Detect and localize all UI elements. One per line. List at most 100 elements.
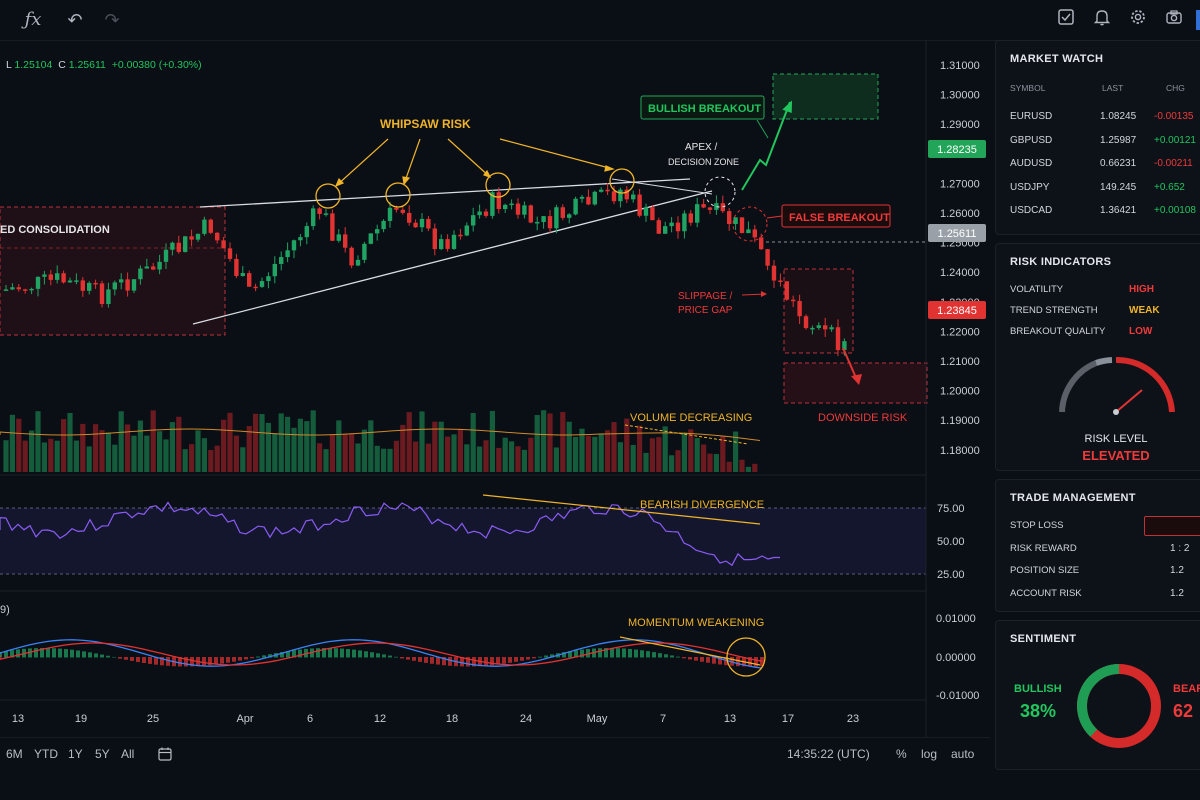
macd-bar: [736, 657, 740, 667]
date-tick: 24: [520, 713, 532, 725]
macd-bar: [268, 654, 272, 658]
rsi-line: [0, 501, 780, 567]
mw-symbol[interactable]: GBPUSD: [1010, 134, 1053, 146]
candle: [490, 189, 495, 219]
profile-tab[interactable]: [1196, 10, 1200, 30]
volume-bar: [720, 435, 726, 472]
candle: [259, 277, 265, 288]
macd-bar: [292, 650, 296, 658]
undo-icon[interactable]: ↶: [67, 10, 83, 30]
mw-symbol[interactable]: USDJPY: [1010, 181, 1050, 193]
candle: [471, 207, 476, 232]
gear-icon[interactable]: [1126, 8, 1150, 32]
volume-bar: [86, 446, 92, 472]
candle: [323, 209, 329, 217]
volume-bar: [355, 443, 361, 472]
downside-zone: [783, 362, 928, 404]
candle: [707, 206, 713, 215]
date-tick: 23: [847, 713, 859, 725]
candle: [624, 186, 629, 204]
date-tick: 17: [782, 713, 794, 725]
mw-symbol[interactable]: AUDUSD: [1010, 158, 1053, 169]
volume-bar: [534, 415, 540, 472]
candle: [272, 256, 277, 284]
volume-bar: [387, 448, 393, 472]
candle: [586, 189, 591, 206]
macd-bar: [286, 651, 290, 658]
tf-ytd[interactable]: YTD: [34, 747, 58, 761]
candle: [426, 216, 431, 232]
checklist-icon[interactable]: [1054, 8, 1078, 32]
macd-bar: [670, 655, 674, 658]
volume-bar: [265, 422, 271, 472]
volume-bar: [425, 443, 431, 472]
price-chart[interactable]: ED CONSOLIDATION WHIPSAW RISK BULLISH B: [0, 40, 990, 770]
tf-1y[interactable]: 1Y: [68, 747, 83, 761]
macd-bar: [424, 657, 428, 663]
clock: 14:35:22 (UTC): [787, 747, 870, 761]
mw-chg: +0.00108: [1154, 205, 1196, 216]
camera-icon[interactable]: [1162, 8, 1186, 32]
percent-toggle[interactable]: %: [896, 747, 907, 761]
auto-toggle[interactable]: auto: [951, 747, 975, 761]
log-toggle[interactable]: log: [921, 747, 938, 761]
mw-symbol[interactable]: EURUSD: [1010, 111, 1053, 122]
macd-bar: [178, 657, 182, 667]
mw-symbol[interactable]: USDCAD: [1010, 205, 1053, 216]
volume-bar: [528, 437, 534, 472]
volume-bar: [393, 440, 399, 472]
macd-bar: [280, 652, 284, 658]
candle: [23, 288, 28, 294]
macd-bar: [682, 657, 686, 659]
price-tick: 1.31000: [940, 60, 980, 72]
rsi-panel: [0, 508, 926, 574]
candle: [189, 229, 194, 247]
candle: [266, 272, 271, 289]
macd-bar: [352, 649, 356, 658]
tf-5y[interactable]: 5Y: [95, 747, 110, 761]
candle: [503, 203, 508, 213]
stop-loss-input[interactable]: [1144, 516, 1200, 536]
candle: [240, 266, 245, 277]
macd-bar: [112, 656, 116, 658]
volume-bar: [361, 429, 367, 472]
candle: [528, 204, 533, 224]
bell-icon[interactable]: [1090, 8, 1114, 32]
macd-bar: [82, 651, 86, 658]
macd-bar: [760, 657, 764, 667]
risk-label: BREAKOUT QUALITY: [1010, 326, 1106, 337]
trade-value: 1 : 2: [1170, 542, 1190, 554]
market-watch-panel: MARKET WATCH SYMBOL LAST CHG EURUSD 1.082…: [995, 40, 1200, 235]
tf-6m[interactable]: 6M: [6, 747, 23, 761]
volume-bar: [272, 433, 278, 472]
chart-area[interactable]: ED CONSOLIDATION WHIPSAW RISK BULLISH B: [0, 40, 990, 770]
mw-last: 149.245: [1100, 181, 1137, 193]
date-range-icon[interactable]: [158, 747, 172, 764]
candle: [61, 270, 66, 284]
risk-panel: RISK INDICATORS VOLATILITY HIGH TREND STRE…: [995, 243, 1200, 471]
whipsaw-label: WHIPSAW RISK: [380, 117, 471, 131]
macd-bar: [166, 657, 170, 666]
macd-bar: [460, 657, 464, 667]
downside-label: DOWNSIDE RISK: [818, 412, 908, 424]
macd-bar: [676, 656, 680, 658]
candle: [355, 255, 361, 267]
candle: [656, 217, 661, 234]
tf-all[interactable]: All: [121, 747, 135, 761]
macd-bar: [406, 657, 410, 660]
function-icon[interactable]: ƒx: [24, 9, 42, 30]
bull-label: BULLISH: [1014, 683, 1062, 695]
volume-bar: [29, 430, 35, 472]
volume-bar: [112, 444, 118, 472]
mw-last: 1.36421: [1100, 205, 1137, 216]
macd-bar: [70, 649, 74, 658]
rsi-tick: 25.00: [937, 569, 965, 581]
candle: [106, 282, 111, 308]
volume-bar: [35, 411, 41, 472]
price-tick: 1.30000: [940, 90, 980, 102]
volume-bar: [637, 425, 643, 472]
footer: [0, 770, 1200, 800]
macd-bar: [526, 657, 530, 660]
macd-bar: [208, 657, 212, 666]
redo-icon[interactable]: ↷: [104, 10, 120, 30]
